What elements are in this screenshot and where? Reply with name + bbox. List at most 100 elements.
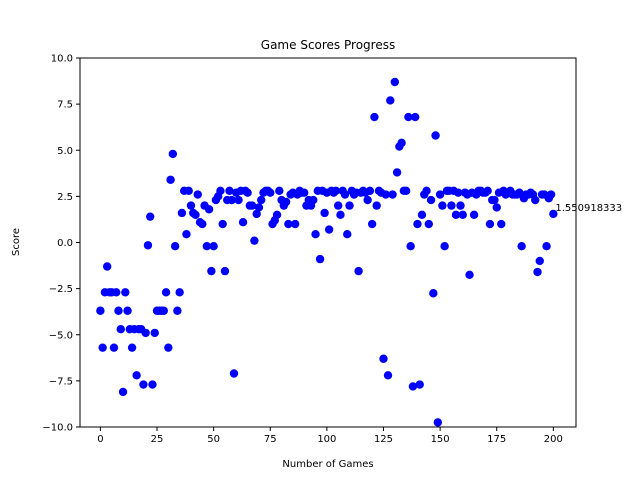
data-point	[220, 266, 230, 276]
data-point	[401, 186, 411, 196]
data-point	[170, 241, 180, 251]
data-point	[227, 195, 236, 205]
data-point	[250, 236, 259, 245]
data-point	[96, 306, 105, 315]
data-point	[254, 203, 264, 212]
data-point	[168, 149, 178, 159]
data-point	[102, 262, 112, 271]
data-point	[490, 195, 499, 205]
data-point	[390, 77, 400, 87]
y-tick-label: 2.5	[57, 192, 73, 203]
data-point	[485, 219, 495, 229]
data-point	[381, 190, 390, 199]
point-annotation: 1.550918333	[555, 203, 622, 214]
data-point	[535, 256, 544, 266]
data-point	[542, 241, 551, 251]
data-point	[238, 218, 248, 227]
data-point	[458, 210, 467, 220]
data-point	[300, 188, 309, 197]
data-point	[204, 205, 214, 214]
data-point	[331, 186, 341, 196]
data-point	[320, 208, 329, 218]
data-point	[426, 195, 436, 205]
data-point	[266, 188, 275, 197]
data-point	[148, 380, 157, 389]
y-tick-label: 10.0	[51, 54, 73, 65]
y-tick-label: −2.5	[49, 284, 73, 295]
data-point	[438, 201, 447, 210]
data-point	[218, 219, 227, 229]
plot-area	[80, 58, 576, 427]
data-point	[311, 230, 320, 239]
data-point	[112, 288, 121, 297]
data-points	[96, 77, 558, 427]
data-point	[161, 288, 171, 297]
data-point	[315, 254, 325, 264]
data-point	[132, 371, 141, 380]
data-point	[447, 201, 456, 210]
data-point	[143, 241, 153, 250]
data-point	[465, 270, 474, 279]
data-point	[422, 186, 431, 196]
y-tick-label: 5.0	[57, 146, 73, 157]
data-point	[383, 371, 393, 380]
data-point	[198, 219, 207, 229]
data-point	[150, 328, 159, 338]
data-point	[345, 201, 354, 210]
data-point	[531, 195, 540, 205]
y-axis-label: Score	[11, 228, 22, 256]
data-point	[256, 195, 266, 205]
data-point	[363, 195, 372, 205]
y-tick-label: −5.0	[49, 330, 73, 341]
data-point	[234, 195, 243, 205]
x-tick-label: 200	[544, 434, 563, 445]
x-tick-label: 175	[487, 434, 506, 445]
data-point	[415, 380, 424, 389]
data-point	[440, 241, 449, 251]
data-point	[456, 201, 465, 210]
data-point	[118, 387, 128, 397]
data-point	[417, 210, 427, 220]
data-point	[193, 190, 202, 199]
data-point	[281, 197, 291, 207]
x-tick-label: 150	[431, 434, 450, 445]
data-point	[166, 175, 175, 184]
data-point	[454, 188, 463, 197]
data-point	[517, 241, 526, 251]
data-point	[309, 195, 318, 205]
data-point	[333, 201, 343, 210]
data-point	[324, 225, 334, 234]
data-point	[116, 325, 125, 334]
data-point	[177, 208, 187, 218]
data-point	[123, 306, 132, 315]
data-point	[370, 112, 379, 122]
data-point	[182, 230, 191, 239]
data-point	[497, 219, 506, 229]
data-point	[546, 190, 556, 199]
data-point	[272, 210, 282, 220]
data-point	[386, 96, 395, 105]
data-point	[392, 168, 402, 177]
chart-title: Game Scores Progress	[261, 38, 395, 52]
data-point	[533, 267, 542, 277]
data-point	[411, 112, 420, 122]
x-tick-label: 0	[97, 434, 103, 445]
data-point	[127, 343, 137, 352]
data-point	[343, 230, 352, 239]
data-point	[252, 209, 261, 219]
x-axis-label: Number of Games	[282, 459, 373, 470]
data-point	[336, 210, 345, 220]
data-point	[372, 201, 381, 210]
data-point	[175, 288, 184, 297]
y-tick-label: −7.5	[49, 376, 73, 387]
data-point	[397, 138, 406, 148]
data-point	[354, 266, 363, 276]
data-point	[408, 382, 418, 391]
y-tick-label: 0.0	[57, 238, 73, 249]
data-point	[184, 186, 193, 196]
data-point	[367, 219, 377, 229]
data-point	[209, 241, 218, 251]
data-point	[451, 210, 461, 220]
data-point	[164, 343, 173, 352]
